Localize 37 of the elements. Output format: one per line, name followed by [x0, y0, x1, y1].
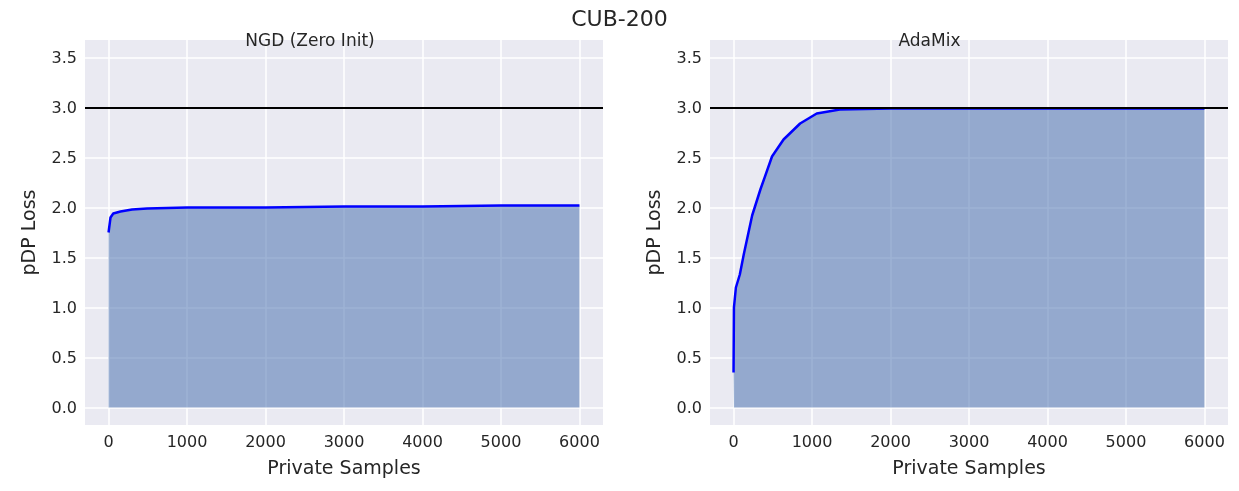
x-tick-label: 4000	[1027, 431, 1068, 451]
x-tick-label: 0	[103, 431, 114, 451]
y-tick-label: 1.5	[51, 248, 77, 267]
x-tick-label: 5000	[1105, 431, 1147, 451]
x-tick-label: 0	[728, 431, 739, 451]
x-tick-label: 3000	[948, 431, 990, 451]
x-tick-label: 4000	[402, 431, 443, 451]
y-tick-label: 0.5	[676, 348, 702, 367]
x-tick-label: 6000	[1184, 431, 1225, 451]
text: CUB-200	[570, 6, 669, 31]
x-tick-label: 3000	[323, 431, 365, 451]
x-axis-title: Private Samples	[267, 455, 421, 478]
y-tick-label: 2.5	[676, 148, 702, 167]
y-tick-label: 1.0	[676, 298, 702, 317]
x-tick-label: 5000	[480, 431, 522, 451]
x-tick-label: 2000	[245, 431, 286, 451]
y-tick-label: 1.0	[51, 298, 77, 317]
chart-title: AdaMix	[898, 29, 961, 50]
x-tick-label: 1000	[791, 431, 833, 451]
y-tick-label: 3.0	[676, 98, 702, 117]
x-tick-label: 6000	[559, 431, 600, 451]
y-tick-label: 0.5	[51, 348, 77, 367]
y-tick-label: 3.5	[676, 48, 702, 67]
y-tick-label: 3.5	[51, 48, 77, 67]
chart-title: NGD (Zero Init)	[245, 29, 375, 50]
y-tick-label: 0.0	[676, 398, 702, 417]
x-tick-label: 2000	[870, 431, 911, 451]
y-tick-label: 3.0	[51, 98, 77, 117]
y-axis-title: pDP Loss	[16, 189, 39, 276]
y-tick-label: 2.5	[51, 148, 77, 167]
y-tick-label: 2.0	[676, 198, 702, 217]
y-tick-label: 0.0	[51, 398, 77, 417]
x-axis-title: Private Samples	[892, 455, 1046, 478]
x-tick-label: 1000	[166, 431, 208, 451]
y-tick-label: 2.0	[51, 198, 77, 217]
y-tick-label: 1.5	[676, 248, 702, 267]
y-axis-title: pDP Loss	[641, 189, 664, 276]
